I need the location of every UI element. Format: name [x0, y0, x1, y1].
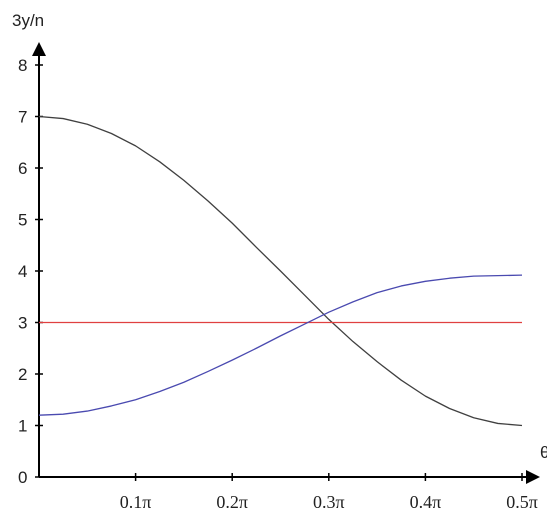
series-line-1 [38, 115, 523, 427]
y-tick-label: 8 [18, 56, 27, 75]
x-tick-label: 0.3π [313, 492, 345, 512]
x-ticks: 0.1π 0.2π 0.3π 0.4π 0.5π [120, 473, 538, 512]
x-axis-arrowhead [526, 470, 540, 484]
x-axis: 0.1π 0.2π 0.3π 0.4π 0.5π [39, 470, 540, 512]
y-tick-label: 7 [18, 108, 27, 127]
y-axis: 0 1 2 3 4 5 6 7 8 [18, 42, 46, 487]
y-tick-label: 1 [18, 417, 27, 436]
y-tick-label: 6 [18, 159, 27, 178]
x-tick-label: 0.1π [120, 492, 152, 512]
y-axis-arrowhead [32, 42, 46, 56]
y-tick-label: 5 [18, 211, 27, 230]
y-tick-label: 4 [18, 262, 27, 281]
x-tick-label: 0.4π [410, 492, 442, 512]
y-tick-label: 0 [18, 468, 27, 487]
x-tick-label: 0.5π [506, 492, 538, 512]
x-tick-label: 0.2π [216, 492, 248, 512]
series-line-3 [38, 274, 523, 416]
y-tick-label: 2 [18, 365, 27, 384]
series-layer [38, 115, 523, 427]
y-tick-label: 3 [18, 314, 27, 333]
x-axis-label: θ [540, 443, 547, 462]
y-axis-label: 3y/n [12, 11, 44, 30]
